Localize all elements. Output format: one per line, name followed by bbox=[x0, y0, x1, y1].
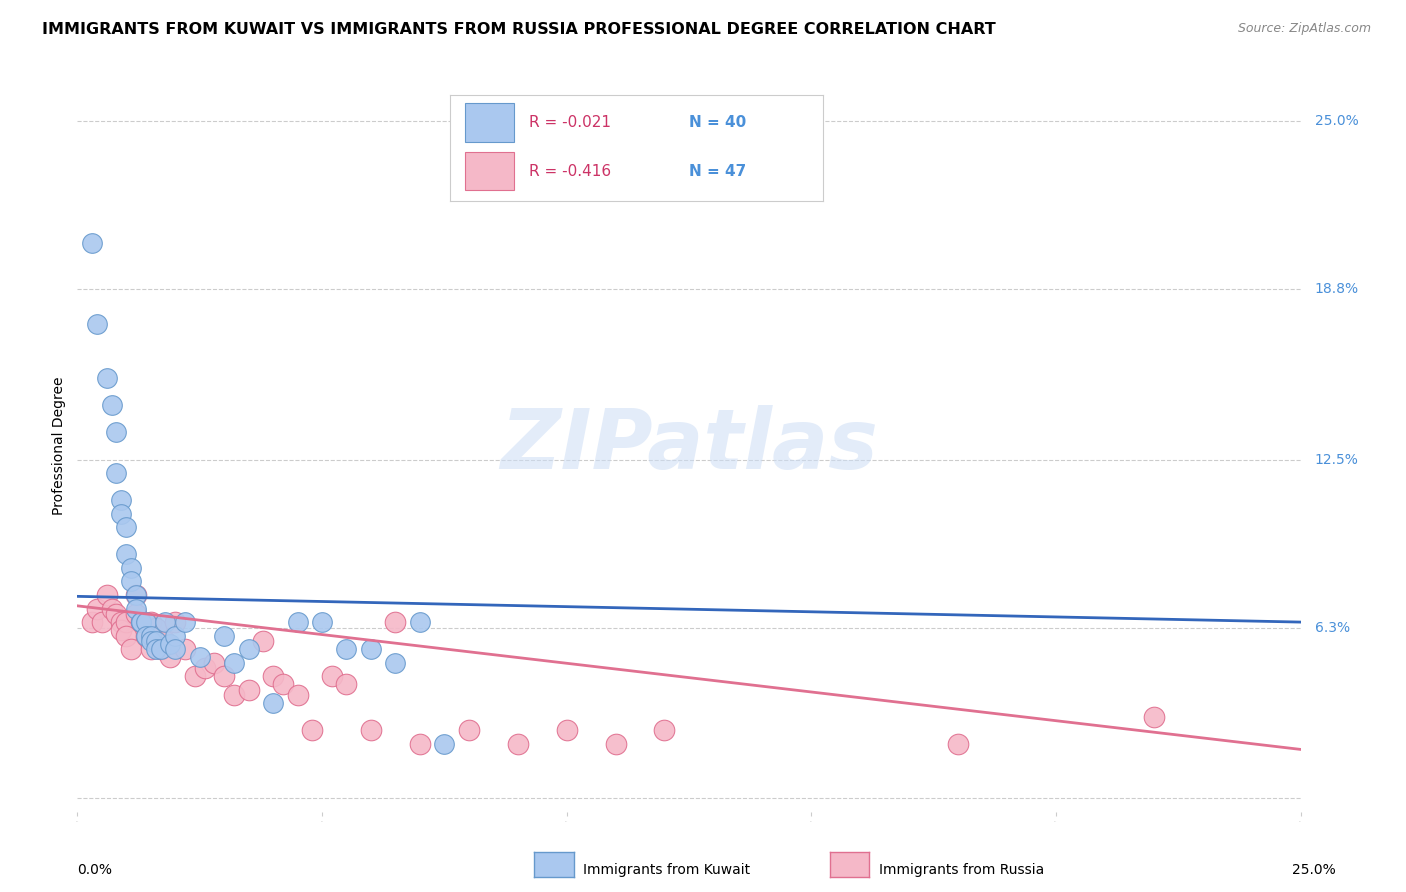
Point bbox=[105, 466, 128, 480]
Point bbox=[110, 624, 132, 638]
Point bbox=[145, 642, 167, 657]
Point bbox=[238, 682, 260, 697]
Point bbox=[120, 642, 142, 657]
Point bbox=[165, 615, 187, 629]
Point bbox=[188, 650, 211, 665]
Point bbox=[433, 737, 456, 751]
Point bbox=[100, 601, 122, 615]
Point bbox=[96, 371, 118, 385]
Point bbox=[96, 588, 118, 602]
Point bbox=[155, 615, 177, 629]
Point bbox=[105, 607, 128, 621]
Point bbox=[555, 723, 578, 738]
Point bbox=[145, 634, 167, 648]
Point bbox=[145, 620, 167, 634]
Point bbox=[1143, 710, 1166, 724]
Point bbox=[139, 634, 162, 648]
Point bbox=[184, 669, 207, 683]
Point bbox=[86, 601, 108, 615]
Point bbox=[135, 629, 157, 643]
Point bbox=[165, 629, 187, 643]
Point bbox=[129, 615, 152, 629]
Point bbox=[115, 615, 138, 629]
Point bbox=[100, 398, 122, 412]
Point bbox=[145, 634, 167, 648]
Point bbox=[506, 737, 529, 751]
Point bbox=[80, 235, 103, 250]
Point bbox=[287, 615, 309, 629]
Point bbox=[409, 737, 432, 751]
Point bbox=[222, 688, 245, 702]
Point bbox=[193, 661, 215, 675]
Point bbox=[384, 656, 406, 670]
Point bbox=[262, 697, 284, 711]
Text: 6.3%: 6.3% bbox=[1315, 621, 1350, 634]
Text: 0.0%: 0.0% bbox=[77, 863, 112, 877]
Point bbox=[174, 615, 197, 629]
Point bbox=[149, 642, 172, 657]
Point bbox=[115, 629, 138, 643]
Point bbox=[654, 723, 676, 738]
Point bbox=[311, 615, 333, 629]
Text: Immigrants from Russia: Immigrants from Russia bbox=[879, 863, 1045, 877]
Point bbox=[139, 642, 162, 657]
Text: 18.8%: 18.8% bbox=[1315, 282, 1358, 296]
Point bbox=[139, 615, 162, 629]
Point bbox=[135, 615, 157, 629]
Point bbox=[165, 642, 187, 657]
Point bbox=[125, 588, 148, 602]
Point bbox=[271, 677, 294, 691]
Point bbox=[252, 634, 274, 648]
Point bbox=[238, 642, 260, 657]
Point bbox=[105, 425, 128, 440]
Point bbox=[159, 637, 181, 651]
Point bbox=[457, 723, 479, 738]
Text: Source: ZipAtlas.com: Source: ZipAtlas.com bbox=[1237, 22, 1371, 36]
Point bbox=[159, 650, 181, 665]
Point bbox=[125, 607, 148, 621]
Point bbox=[360, 723, 382, 738]
Point bbox=[335, 677, 357, 691]
Point bbox=[360, 642, 382, 657]
Point bbox=[110, 493, 132, 508]
Text: 12.5%: 12.5% bbox=[1315, 452, 1358, 467]
Point bbox=[212, 629, 235, 643]
Point bbox=[139, 629, 162, 643]
Point bbox=[262, 669, 284, 683]
Text: IMMIGRANTS FROM KUWAIT VS IMMIGRANTS FROM RUSSIA PROFESSIONAL DEGREE CORRELATION: IMMIGRANTS FROM KUWAIT VS IMMIGRANTS FRO… bbox=[42, 22, 995, 37]
Point bbox=[149, 642, 172, 657]
Point bbox=[120, 561, 142, 575]
Point bbox=[135, 629, 157, 643]
Point bbox=[335, 642, 357, 657]
Point bbox=[115, 520, 138, 534]
Point bbox=[946, 737, 969, 751]
Point bbox=[301, 723, 323, 738]
Text: 25.0%: 25.0% bbox=[1292, 863, 1336, 877]
Point bbox=[120, 574, 142, 589]
Point bbox=[409, 615, 432, 629]
Point bbox=[321, 669, 343, 683]
Point bbox=[129, 615, 152, 629]
Point bbox=[90, 615, 112, 629]
Point bbox=[86, 317, 108, 331]
Point bbox=[222, 656, 245, 670]
Point bbox=[287, 688, 309, 702]
Point bbox=[125, 601, 148, 615]
Text: Immigrants from Kuwait: Immigrants from Kuwait bbox=[583, 863, 751, 877]
Point bbox=[202, 656, 225, 670]
Point bbox=[110, 507, 132, 521]
Point bbox=[110, 615, 132, 629]
Point bbox=[155, 634, 177, 648]
Point bbox=[174, 642, 197, 657]
Y-axis label: Professional Degree: Professional Degree bbox=[52, 376, 66, 516]
Text: 25.0%: 25.0% bbox=[1315, 114, 1358, 128]
Text: ZIPatlas: ZIPatlas bbox=[501, 406, 877, 486]
Point bbox=[125, 588, 148, 602]
Point bbox=[384, 615, 406, 629]
Point bbox=[129, 615, 152, 629]
Point bbox=[115, 547, 138, 561]
Point bbox=[80, 615, 103, 629]
Point bbox=[212, 669, 235, 683]
Point bbox=[605, 737, 627, 751]
